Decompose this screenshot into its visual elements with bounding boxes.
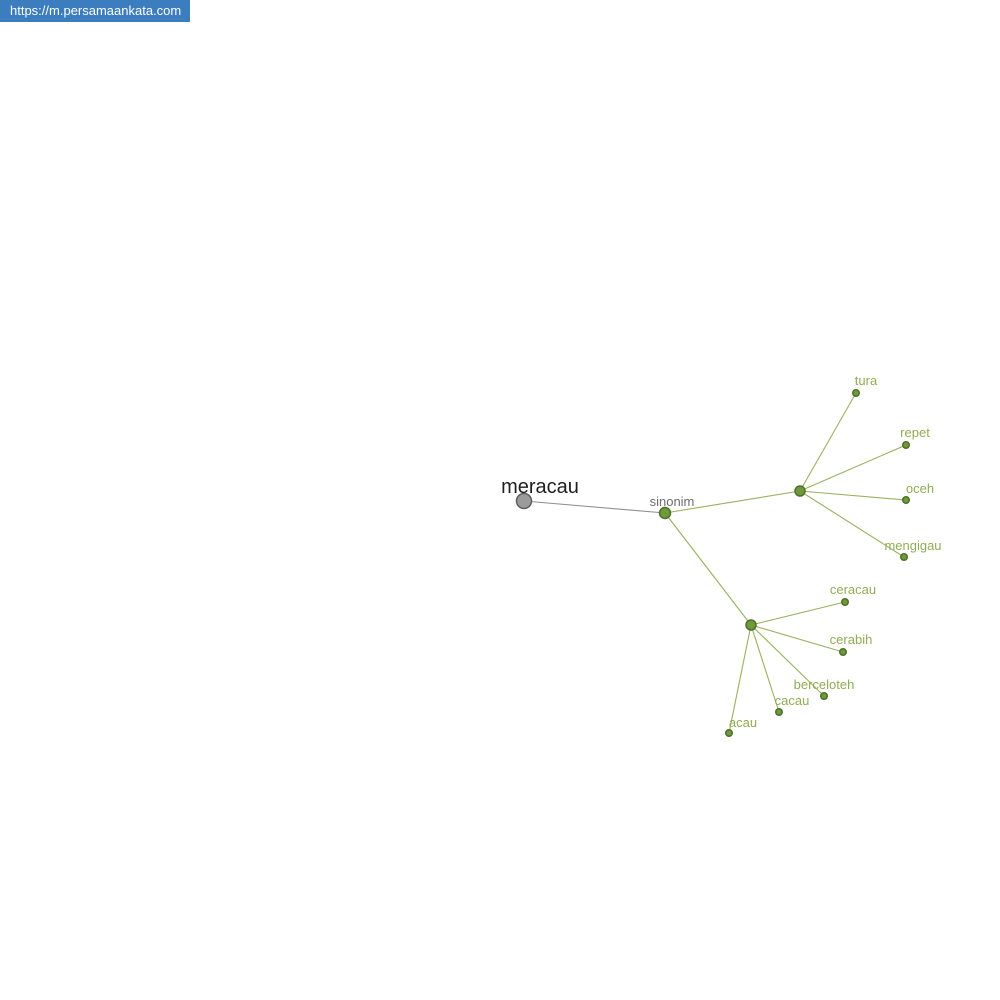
graph-node-acau[interactable] bbox=[725, 729, 733, 737]
graph-label-tura[interactable]: tura bbox=[855, 373, 878, 388]
graph-label-sinonim[interactable]: sinonim bbox=[650, 494, 695, 509]
graph-edge-hub-b-acau bbox=[728, 624, 752, 734]
graph-node-sinonim[interactable] bbox=[658, 506, 672, 520]
graph-node-berceloteh[interactable] bbox=[820, 692, 828, 700]
graph-label-oceh[interactable]: oceh bbox=[906, 481, 934, 496]
graph-edge-hub-b-berceloteh bbox=[750, 624, 825, 697]
graph-edge-hub-a-oceh bbox=[799, 490, 907, 501]
graph-edge-hub-b-cerabih bbox=[750, 624, 844, 653]
graph-node-hub-b[interactable] bbox=[745, 619, 757, 631]
graph-node-cacau[interactable] bbox=[775, 708, 783, 716]
graph-edge-hub-a-repet bbox=[799, 444, 907, 492]
graph-node-cerabih[interactable] bbox=[839, 648, 847, 656]
url-status-text: https://m.persamaankata.com bbox=[10, 3, 182, 18]
graph-edge-hub-a-tura bbox=[799, 392, 857, 492]
graph-edge-sinonim-hub-b bbox=[664, 512, 752, 626]
graph-edge-hub-a-mengigau bbox=[799, 490, 905, 558]
graph-label-berceloteh[interactable]: berceloteh bbox=[794, 677, 855, 692]
graph-label-ceracau[interactable]: ceracau bbox=[830, 582, 876, 597]
graph-node-repet[interactable] bbox=[902, 441, 910, 449]
graph-label-cerabih[interactable]: cerabih bbox=[830, 632, 873, 647]
graph-node-mengigau[interactable] bbox=[900, 553, 908, 561]
graph-edge-sinonim-hub-a bbox=[664, 490, 801, 514]
graph-node-oceh[interactable] bbox=[902, 496, 910, 504]
url-status-badge: https://m.persamaankata.com bbox=[0, 0, 191, 22]
graph-edge-hub-b-cacau bbox=[750, 624, 780, 713]
graph-edge-hub-b-ceracau bbox=[750, 601, 846, 626]
graph-label-repet[interactable]: repet bbox=[900, 425, 930, 440]
graph-node-hub-a[interactable] bbox=[794, 485, 806, 497]
graph-label-mengigau[interactable]: mengigau bbox=[884, 538, 941, 553]
graph-node-meracau[interactable] bbox=[515, 492, 533, 510]
graph-label-cacau[interactable]: cacau bbox=[775, 693, 810, 708]
graph-label-acau[interactable]: acau bbox=[729, 715, 757, 730]
graph-label-meracau[interactable]: meracau bbox=[501, 476, 579, 498]
graph-edge-meracau-sinonim bbox=[523, 500, 666, 514]
graph-node-tura[interactable] bbox=[852, 389, 860, 397]
graph-node-ceracau[interactable] bbox=[841, 598, 849, 606]
